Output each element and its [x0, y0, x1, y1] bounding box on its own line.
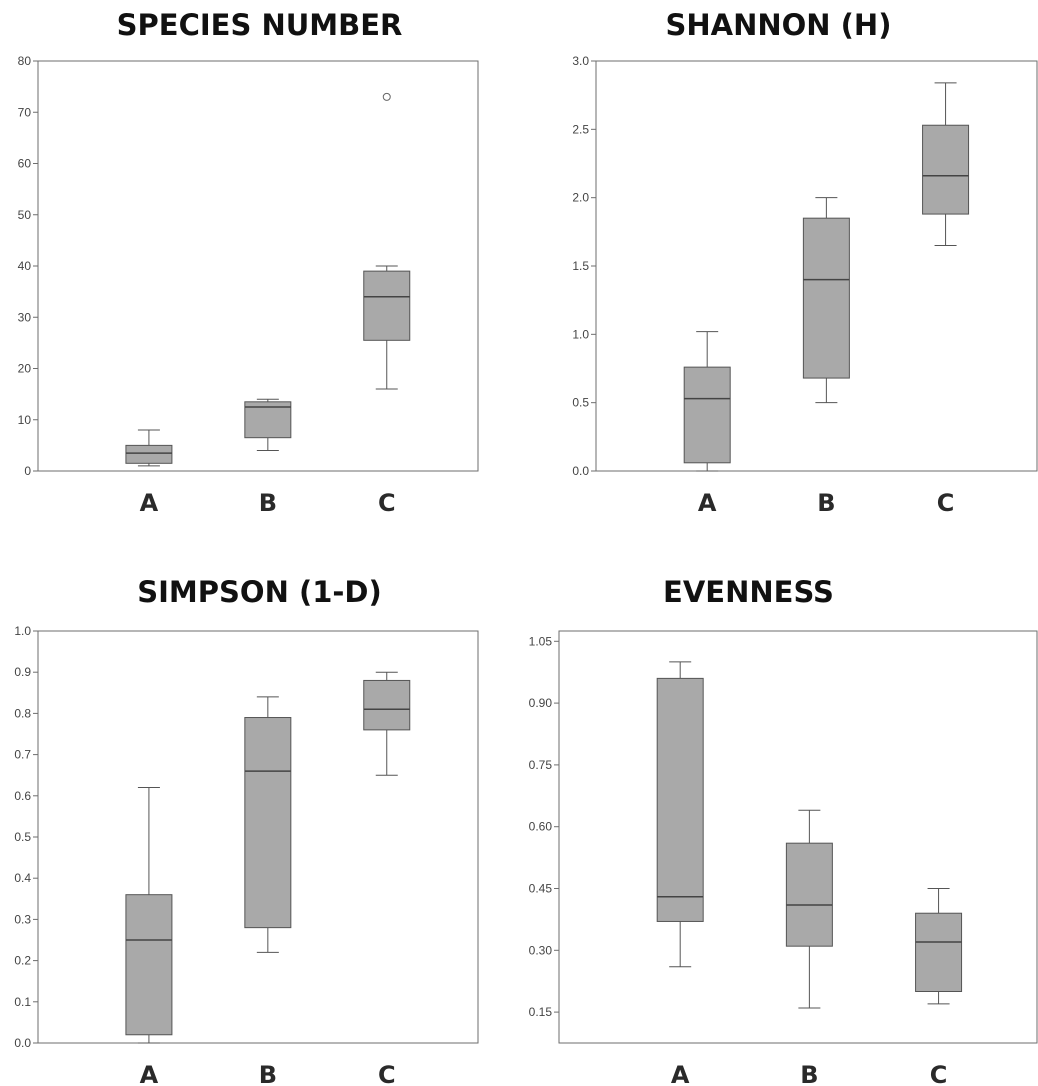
box-A [683, 331, 731, 472]
x-category-label: C [378, 1061, 396, 1086]
boxplot-shannon: 0.0 0.5 1.0 1.5 2.0 2.5 3.0 A B C [572, 54, 1038, 517]
x-category-label: A [698, 489, 717, 517]
y-tick-label: 0.0 [572, 464, 589, 478]
y-tick-label: 0.7 [14, 748, 31, 762]
y-tick-label: 0.8 [14, 706, 31, 720]
box-C [915, 888, 963, 1005]
x-category-label: B [259, 1061, 277, 1086]
iqr-box [125, 444, 173, 464]
plot-frame [558, 630, 1038, 1044]
chart-title: SHANNON (H) [665, 8, 892, 42]
box-C [363, 92, 411, 390]
iqr-box [244, 401, 292, 439]
x-category-label: A [671, 1061, 690, 1086]
y-tick-label: 20 [18, 362, 32, 376]
y-tick-label: 1.5 [572, 259, 589, 273]
y-tick-label: 3.0 [572, 54, 589, 68]
iqr-box [785, 842, 833, 947]
iqr-box [244, 717, 292, 929]
iqr-box [915, 912, 963, 992]
panel-simpson: SIMPSON (1-D) 0.0 0.1 0.2 0.3 0.4 0.5 0.6 0.7 0.… [0, 543, 519, 1086]
outlier-point [382, 92, 391, 101]
box-C [363, 671, 411, 776]
box-C [922, 82, 970, 246]
iqr-box [363, 270, 411, 341]
box-A [656, 661, 704, 968]
boxplot-evenness: 0.15 0.30 0.45 0.60 0.75 0.90 1.05 A B C [529, 630, 1038, 1086]
chart-title: EVENNESS [663, 575, 834, 609]
y-tick-label: 0.75 [529, 758, 553, 772]
boxplot-simpson: 0.0 0.1 0.2 0.3 0.4 0.5 0.6 0.7 0.8 0.9 1.0 A B C [14, 624, 479, 1086]
chart-title: SPECIES NUMBER [116, 8, 403, 42]
y-tick-label: 0.90 [529, 696, 553, 710]
iqr-box [363, 679, 411, 731]
y-tick-label: 50 [18, 208, 32, 222]
x-category-label: A [140, 1061, 159, 1086]
y-tick-label: 80 [18, 54, 32, 68]
y-tick-label: 0.0 [14, 1036, 31, 1050]
x-category-label: C [937, 489, 955, 517]
y-tick-label: 2.5 [572, 122, 589, 136]
y-tick-label: 0 [24, 464, 31, 478]
x-category-label: B [817, 489, 835, 517]
box-B [802, 197, 850, 404]
x-category-label: B [259, 489, 277, 517]
iqr-box [802, 217, 850, 379]
iqr-box [922, 124, 970, 215]
x-category-label: C [930, 1061, 948, 1086]
iqr-box [125, 894, 173, 1036]
iqr-box [683, 366, 731, 464]
y-tick-label: 1.0 [14, 624, 31, 638]
y-tick-label: 0.60 [529, 820, 553, 834]
y-tick-label: 0.2 [14, 954, 31, 968]
y-tick-label: 0.1 [14, 995, 31, 1009]
x-category-label: A [140, 489, 159, 517]
y-tick-label: 0.5 [572, 396, 589, 410]
panel-evenness: EVENNESS 0.15 0.30 0.45 0.60 0.75 0.90 1.05 A B C [519, 543, 1038, 1086]
box-A [125, 429, 173, 467]
y-tick-label: 60 [18, 157, 32, 171]
y-tick-label: 0.45 [529, 882, 553, 896]
y-tick-label: 0.30 [529, 943, 553, 957]
y-tick-label: 2.0 [572, 191, 589, 205]
box-A [125, 787, 173, 1044]
x-category-label: B [800, 1061, 818, 1086]
y-tick-label: 1.0 [572, 327, 589, 341]
y-tick-label: 0.3 [14, 912, 31, 926]
box-B [785, 809, 833, 1009]
chart-title: SIMPSON (1-D) [137, 575, 382, 609]
y-tick-label: 0.6 [14, 789, 31, 803]
boxplot-species-number: 0 10 20 30 40 50 60 70 80 A B C [18, 54, 479, 517]
panel-shannon: SHANNON (H) 0.0 0.5 1.0 1.5 2.0 2.5 3.0 A B C [519, 0, 1038, 543]
iqr-box [656, 677, 704, 922]
box-B [244, 398, 292, 451]
y-tick-label: 30 [18, 310, 32, 324]
x-category-label: C [378, 489, 396, 517]
y-tick-label: 0.4 [14, 871, 31, 885]
y-tick-label: 70 [18, 105, 32, 119]
y-tick-label: 1.05 [529, 634, 553, 648]
panel-species-number: SPECIES NUMBER 0 10 20 30 40 50 60 70 80 A B C [0, 0, 519, 543]
y-tick-label: 40 [18, 259, 32, 273]
y-tick-label: 10 [18, 413, 32, 427]
y-tick-label: 0.15 [529, 1005, 553, 1019]
box-B [244, 696, 292, 953]
y-tick-label: 0.5 [14, 830, 31, 844]
y-tick-label: 0.9 [14, 665, 31, 679]
